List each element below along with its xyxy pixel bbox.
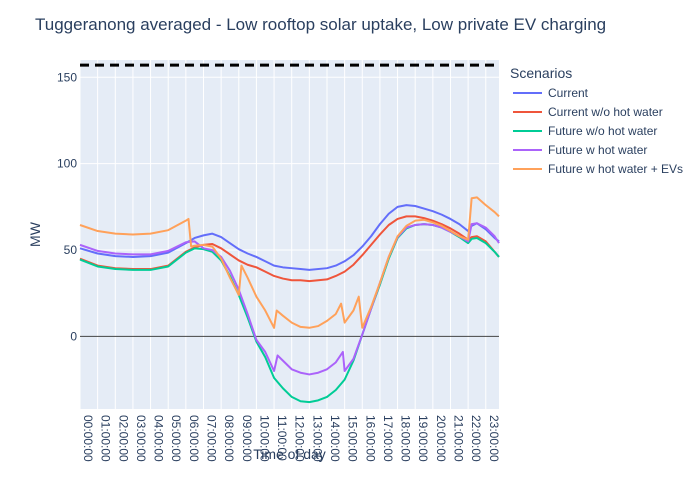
x-tick-label: 17:00:00 xyxy=(381,415,395,462)
x-tick-label: 08:00:00 xyxy=(222,415,236,462)
x-tick-label: 09:00:00 xyxy=(240,415,254,462)
x-tick-label: 01:00:00 xyxy=(99,415,113,462)
x-tick-label: 21:00:00 xyxy=(451,415,465,462)
x-tick-label: 16:00:00 xyxy=(363,415,377,462)
x-tick-label: 15:00:00 xyxy=(346,415,360,462)
x-tick-label: 04:00:00 xyxy=(152,415,166,462)
legend-label: Future w hot water + EVs xyxy=(548,162,683,176)
legend-item[interactable]: Future w/o hot water xyxy=(513,124,657,138)
y-tick-label: 0 xyxy=(70,329,77,343)
x-tick-label: 07:00:00 xyxy=(204,415,218,462)
legend-item[interactable]: Current xyxy=(513,86,589,100)
legend-label: Current w/o hot water xyxy=(548,105,663,119)
legend[interactable]: Scenarios Current Current w/o hot water Fu… xyxy=(510,65,683,176)
legend-label: Current xyxy=(548,86,589,100)
legend-item[interactable]: Future w hot water + EVs xyxy=(513,162,683,176)
chart-title: Tuggeranong averaged - Low rooftop solar… xyxy=(35,15,606,34)
x-tick-label: 06:00:00 xyxy=(187,415,201,462)
x-tick-label: 00:00:00 xyxy=(81,415,95,462)
x-tick-label: 19:00:00 xyxy=(416,415,430,462)
x-tick-label: 20:00:00 xyxy=(434,415,448,462)
legend-label: Future w hot water xyxy=(548,143,647,157)
legend-label: Future w/o hot water xyxy=(548,124,657,138)
x-tick-label: 18:00:00 xyxy=(399,415,413,462)
x-tick-label: 03:00:00 xyxy=(134,415,148,462)
x-tick-label: 14:00:00 xyxy=(328,415,342,462)
x-tick-label: 22:00:00 xyxy=(469,415,483,462)
legend-item[interactable]: Future w hot water xyxy=(513,143,647,157)
x-tick-label: 02:00:00 xyxy=(116,415,130,462)
y-axis-ticks: 0 50 100 150 xyxy=(57,70,77,343)
y-axis-title: MW xyxy=(27,221,43,247)
y-tick-label: 150 xyxy=(57,70,77,84)
y-tick-label: 100 xyxy=(57,157,77,171)
legend-item[interactable]: Current w/o hot water xyxy=(513,105,663,119)
y-tick-label: 50 xyxy=(64,243,78,257)
x-axis-title: Time of day xyxy=(253,446,326,462)
legend-title: Scenarios xyxy=(510,65,572,81)
x-tick-label: 05:00:00 xyxy=(169,415,183,462)
x-tick-label: 23:00:00 xyxy=(487,415,501,462)
